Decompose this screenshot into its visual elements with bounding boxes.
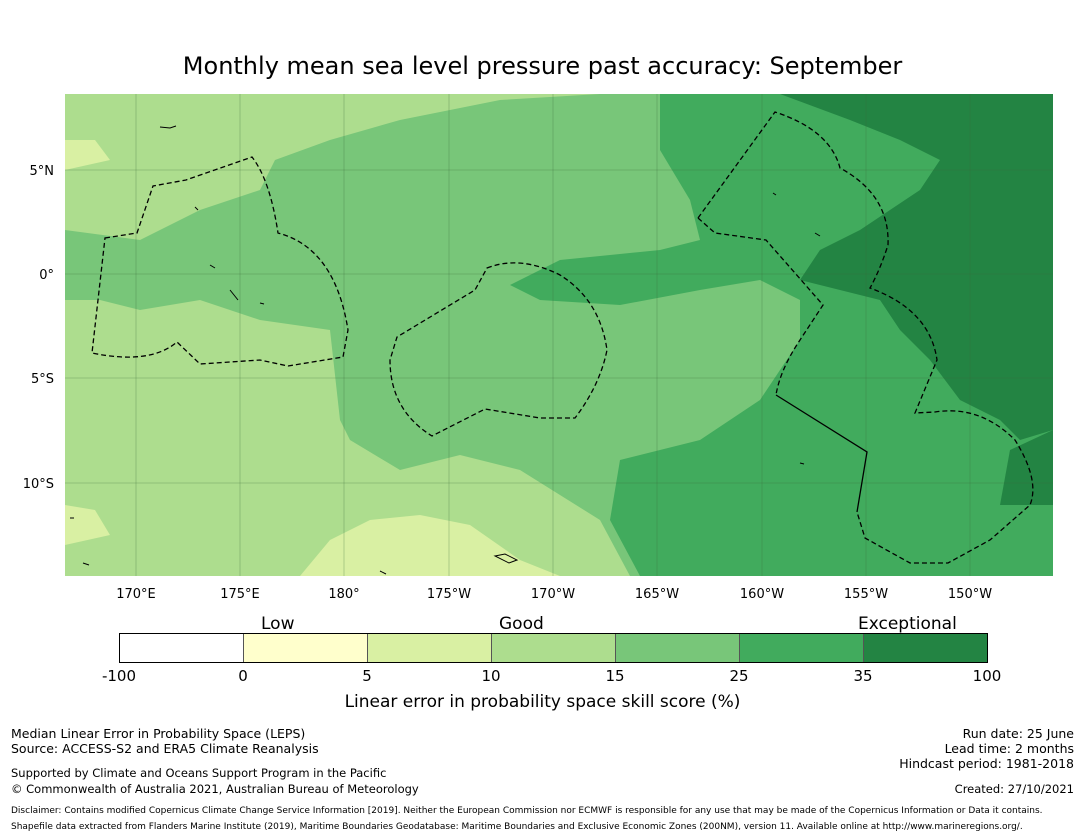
eez-kiribati-gilbert xyxy=(91,156,349,367)
lon-tick-label: 165°W xyxy=(635,587,679,602)
shapefile-credit: Shapefile data extracted from Flanders M… xyxy=(11,822,1023,832)
colorbar-tick: 5 xyxy=(362,667,372,685)
lead-time: Lead time: 2 months xyxy=(944,741,1074,756)
colorbar-segment xyxy=(864,634,987,662)
colorbar-label: Linear error in probability space skill … xyxy=(344,692,741,712)
skill-region-exceptional-2 xyxy=(1000,430,1053,505)
eez-kiribati-phoenix xyxy=(389,262,608,437)
category-exceptional: Exceptional xyxy=(858,614,957,634)
colorbar-tick: 10 xyxy=(481,667,501,685)
lat-tick-label: 0° xyxy=(39,268,54,283)
colorbar-tick: 35 xyxy=(853,667,873,685)
lat-tick-label: 5°N xyxy=(30,164,55,179)
colorbar xyxy=(119,633,988,663)
eez-boundaries xyxy=(91,111,1034,564)
lon-tick-label: 160°W xyxy=(740,587,784,602)
disclaimer-text: Disclaimer: Contains modified Copernicus… xyxy=(11,806,1043,816)
lon-tick-label: 170°E xyxy=(116,587,156,602)
colorbar-tick: 15 xyxy=(605,667,625,685)
colorbar-tick: 100 xyxy=(972,667,1002,685)
skill-region-low-corner xyxy=(65,505,110,545)
graticule xyxy=(65,94,1053,576)
skill-region-exceptional xyxy=(780,94,1053,440)
lat-axis: 5°N 0° 5°S 10°S xyxy=(23,164,54,492)
lat-tick-label: 5°S xyxy=(31,372,54,387)
colorbar-tick: 0 xyxy=(238,667,248,685)
hindcast-period: Hindcast period: 1981-2018 xyxy=(899,756,1074,771)
eez-inner-line xyxy=(697,217,824,396)
lon-tick-label: 175°E xyxy=(220,587,260,602)
lon-tick-label: 170°W xyxy=(531,587,575,602)
islands xyxy=(70,125,821,575)
colorbar-segment xyxy=(740,634,864,662)
lon-tick-label: 180° xyxy=(328,587,359,602)
support-text: Supported by Climate and Oceans Support … xyxy=(11,766,387,780)
eez-kiribati-line xyxy=(697,111,1034,564)
colorbar-segment xyxy=(120,634,244,662)
lon-tick-label: 150°W xyxy=(948,587,992,602)
skill-map: 5°N 0° 5°S 10°S 170°E 175°E 180° 175°W 1… xyxy=(23,94,1053,602)
source-text: Source: ACCESS-S2 and ERA5 Climate Reana… xyxy=(11,741,319,756)
lon-tick-label: 175°W xyxy=(427,587,471,602)
created-date: Created: 27/10/2021 xyxy=(954,782,1074,796)
lat-tick-label: 10°S xyxy=(23,477,54,492)
lon-axis: 170°E 175°E 180° 175°W 170°W 165°W 160°W… xyxy=(116,587,992,602)
colorbar-tick: -100 xyxy=(101,667,137,685)
copyright-text: © Commonwealth of Australia 2021, Austra… xyxy=(11,782,419,796)
colorbar-segment xyxy=(368,634,492,662)
run-date: Run date: 25 June xyxy=(962,726,1074,741)
colorbar-segment xyxy=(492,634,616,662)
eez-solid-boundary xyxy=(775,394,868,513)
skill-region-low-left xyxy=(65,140,110,170)
colorbar-tick: 25 xyxy=(729,667,749,685)
category-low: Low xyxy=(261,614,295,634)
colorbar-segment xyxy=(616,634,740,662)
colorbar-segment xyxy=(244,634,368,662)
skill-region-low-bottom xyxy=(300,515,560,576)
lon-tick-label: 155°W xyxy=(844,587,888,602)
map-title: Monthly mean sea level pressure past acc… xyxy=(182,52,903,80)
category-good: Good xyxy=(499,614,544,634)
method-text: Median Linear Error in Probability Space… xyxy=(11,726,306,741)
